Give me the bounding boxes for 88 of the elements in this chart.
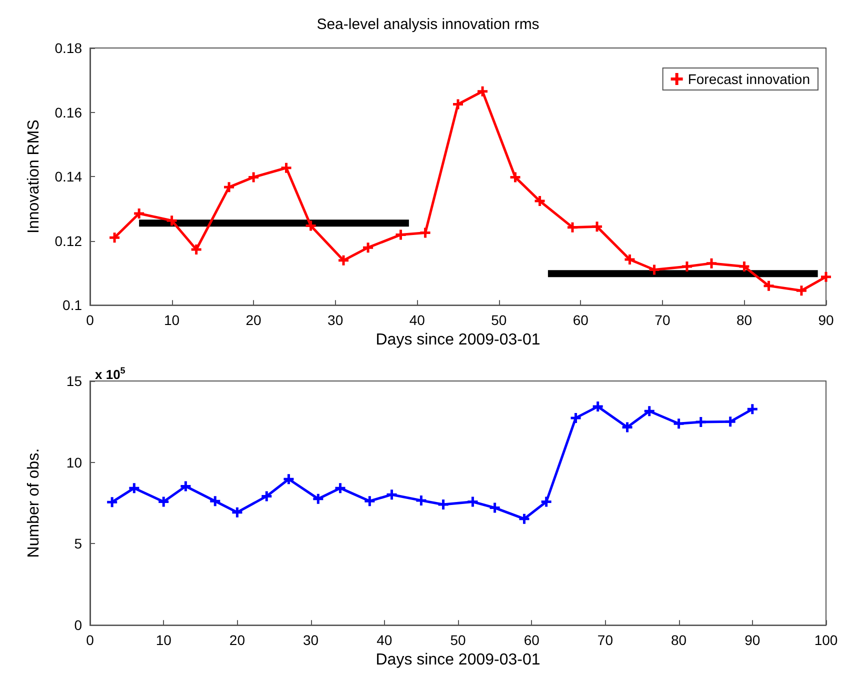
x-tick-label: 70 xyxy=(654,312,670,328)
x-tick-label: 40 xyxy=(409,312,426,328)
y-tick-label: 0 xyxy=(74,617,82,634)
point xyxy=(158,496,169,507)
point xyxy=(191,244,202,254)
point xyxy=(338,255,349,266)
x-tick-label: 0 xyxy=(86,312,94,328)
point xyxy=(306,220,316,231)
point xyxy=(567,222,578,232)
x-tick-label: 30 xyxy=(303,632,319,648)
x-tick-label: 60 xyxy=(524,632,540,648)
point xyxy=(510,172,520,182)
point xyxy=(725,416,736,427)
x-tick-label: 40 xyxy=(376,632,392,648)
x-tick-label: 10 xyxy=(156,632,172,648)
x-tick-label: 70 xyxy=(597,632,614,648)
point xyxy=(570,412,581,423)
point xyxy=(386,490,397,500)
point xyxy=(592,402,603,412)
point xyxy=(796,286,806,296)
point xyxy=(134,208,144,219)
point xyxy=(396,230,406,240)
point xyxy=(821,272,831,282)
point xyxy=(622,422,632,432)
x-tick-label: 20 xyxy=(229,632,246,648)
legend-label: Forecast innovation xyxy=(688,71,810,87)
point xyxy=(281,162,292,173)
point xyxy=(468,496,478,507)
x-tick-label: 90 xyxy=(818,312,834,328)
point xyxy=(107,497,118,508)
point xyxy=(262,491,272,502)
point xyxy=(284,474,294,484)
chart-title: Sea-level analysis innovation rms xyxy=(316,16,540,33)
point xyxy=(624,254,635,264)
x-tick-label: 90 xyxy=(744,632,760,648)
point xyxy=(682,262,692,272)
point xyxy=(519,514,530,524)
x-tick-label: 50 xyxy=(450,632,466,648)
point xyxy=(248,172,259,182)
point xyxy=(644,406,654,416)
point xyxy=(416,495,426,506)
point xyxy=(180,481,191,492)
point xyxy=(129,483,140,494)
point xyxy=(674,418,684,429)
x-tick-label: 80 xyxy=(736,312,752,328)
point xyxy=(335,483,346,494)
point xyxy=(166,216,177,226)
x-axis-title: Days since 2009-03-01 xyxy=(376,652,540,668)
point xyxy=(210,496,220,506)
point xyxy=(232,507,242,518)
point xyxy=(420,228,430,238)
y-tick-label: 0.16 xyxy=(54,104,82,120)
point xyxy=(438,500,448,510)
point xyxy=(364,496,375,506)
point xyxy=(649,264,660,275)
point xyxy=(541,496,552,507)
y-axis-title: Innovation RMS xyxy=(26,120,42,234)
y-tick-label: 10 xyxy=(66,454,82,470)
point xyxy=(696,417,706,428)
point xyxy=(592,222,602,232)
y-tick-label: 0.12 xyxy=(54,232,82,249)
point xyxy=(706,258,717,268)
point xyxy=(747,404,758,414)
x-tick-label: 100 xyxy=(814,632,838,648)
y-tick-label: 0.1 xyxy=(62,297,82,314)
x-tick-label: 50 xyxy=(491,312,507,328)
y-tick-label: 0.14 xyxy=(54,168,82,185)
x-tick-label: 20 xyxy=(246,312,262,328)
y-axis-title: Number of obs. xyxy=(26,448,42,558)
x-axis-title: Days since 2009-03-01 xyxy=(376,332,540,348)
point xyxy=(739,262,750,272)
x-tick-label: 10 xyxy=(164,312,180,328)
point xyxy=(363,242,374,253)
point xyxy=(534,196,545,206)
y-tick-label: 0.18 xyxy=(54,40,82,56)
point xyxy=(453,99,463,110)
x-tick-label: 0 xyxy=(86,632,94,648)
point xyxy=(224,182,234,192)
y-tick-label: 15 xyxy=(66,373,82,389)
y-tick-label: 5 xyxy=(74,536,82,552)
point xyxy=(490,502,500,513)
point xyxy=(478,86,488,96)
point xyxy=(313,494,324,504)
x-tick-label: 30 xyxy=(328,312,344,328)
point xyxy=(110,232,120,243)
point xyxy=(764,280,774,291)
x-tick-label: 80 xyxy=(671,632,687,648)
x-tick-label: 60 xyxy=(572,312,589,328)
